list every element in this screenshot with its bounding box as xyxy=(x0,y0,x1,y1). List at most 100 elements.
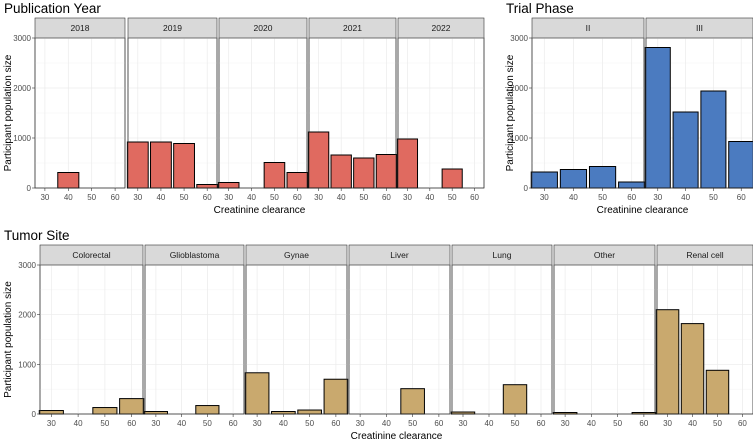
panel-border xyxy=(39,264,144,415)
panel-gynae: Gynae 30 40 50 60 xyxy=(244,244,349,428)
panel-border xyxy=(348,264,451,415)
y-tick-label: 0 xyxy=(32,410,37,419)
bar xyxy=(323,378,349,415)
x-tick-label: 60 xyxy=(127,419,136,428)
bar xyxy=(530,171,558,189)
bar xyxy=(150,141,172,189)
facet-strip-label: 2019 xyxy=(163,23,182,33)
panel-2020: 2020 30 40 50 60 xyxy=(217,17,309,202)
bar xyxy=(728,141,753,189)
facet-strip-label: Gynae xyxy=(284,250,309,260)
bar xyxy=(143,411,168,415)
x-tick-label: 30 xyxy=(224,193,233,202)
x-tick-label: 30 xyxy=(133,193,142,202)
x-tick-label: 50 xyxy=(713,419,722,428)
bar xyxy=(57,172,80,189)
x-axis-title: Creatinine clearance xyxy=(597,205,689,216)
x-tick-label: 50 xyxy=(100,419,109,428)
x-tick-label: 30 xyxy=(253,419,262,428)
bar xyxy=(126,141,149,189)
x-tick-label: 40 xyxy=(688,419,697,428)
bar xyxy=(588,166,617,189)
facet-strip-label: 2020 xyxy=(254,23,273,33)
bar xyxy=(92,407,118,415)
bar xyxy=(400,388,425,415)
y-tick-label: 0 xyxy=(524,184,529,193)
x-tick-label: 30 xyxy=(663,419,672,428)
x-tick-label: 40 xyxy=(64,193,73,202)
x-tick-label: 30 xyxy=(540,193,549,202)
x-tick-label: 50 xyxy=(87,193,96,202)
x-tick-label: 30 xyxy=(314,193,323,202)
x-tick-label: 30 xyxy=(40,193,49,202)
panel-border xyxy=(656,264,753,415)
x-tick-label: 40 xyxy=(156,193,165,202)
panel-lung: Lung 30 40 50 60 xyxy=(450,244,553,428)
facet-strip-label: III xyxy=(696,23,703,33)
x-tick-label: 40 xyxy=(485,419,494,428)
x-tick-label: 30 xyxy=(151,419,160,428)
panel-other: Other 30 40 50 60 xyxy=(552,244,657,428)
x-tick-label: 40 xyxy=(382,419,391,428)
bar xyxy=(271,411,296,415)
facet-strip-label: Lung xyxy=(493,250,512,260)
bar xyxy=(217,182,240,189)
y-tick-label: 2000 xyxy=(18,311,36,320)
panel-border xyxy=(308,37,397,189)
facet-strip-label: 2018 xyxy=(71,23,90,33)
panel-border xyxy=(531,37,645,189)
bar xyxy=(307,131,330,189)
panel-liver: Liver 30 40 50 60 xyxy=(348,244,451,428)
x-tick-label: 60 xyxy=(229,419,238,428)
facet-strip-label: Colorectal xyxy=(72,250,110,260)
panel-border xyxy=(645,37,753,189)
x-tick-label: 60 xyxy=(293,193,302,202)
x-tick-label: 50 xyxy=(709,193,718,202)
x-tick-label: 50 xyxy=(203,419,212,428)
x-tick-label: 40 xyxy=(74,419,83,428)
x-axis-title: Creatinine clearance xyxy=(351,431,443,442)
chart-title: Trial Phase xyxy=(506,1,574,16)
bar xyxy=(672,111,699,189)
bar xyxy=(705,369,730,415)
panel-border xyxy=(127,37,218,189)
x-tick-label: 40 xyxy=(569,193,578,202)
chart-title: Publication Year xyxy=(4,1,101,16)
panel-border xyxy=(34,37,126,189)
facet-strip-label: Renal cell xyxy=(686,250,723,260)
x-tick-label: 30 xyxy=(561,419,570,428)
panel-border xyxy=(144,264,245,415)
y-axis-title: Participant population size xyxy=(3,281,14,398)
x-tick-label: 40 xyxy=(337,193,346,202)
bar xyxy=(297,409,322,415)
panel-ii: II 30 40 50 60 xyxy=(530,17,646,202)
y-tick-label: 2000 xyxy=(510,84,528,93)
x-tick-label: 40 xyxy=(247,193,256,202)
y-tick-label: 1000 xyxy=(510,134,528,143)
bar xyxy=(353,157,375,189)
bar xyxy=(375,154,398,189)
x-tick-label: 50 xyxy=(598,193,607,202)
x-tick-label: 50 xyxy=(180,193,189,202)
x-tick-label: 60 xyxy=(737,193,746,202)
x-tick-label: 50 xyxy=(613,419,622,428)
x-tick-label: 60 xyxy=(331,419,340,428)
y-tick-label: 0 xyxy=(27,184,32,193)
facet-strip-label: Liver xyxy=(390,250,409,260)
bar xyxy=(119,398,145,415)
y-tick-label: 3000 xyxy=(18,261,36,270)
y-tick-label: 2000 xyxy=(13,84,31,93)
bar xyxy=(441,168,463,189)
x-tick-label: 60 xyxy=(203,193,212,202)
bar xyxy=(196,184,219,189)
y-tick-label: 1000 xyxy=(18,360,36,369)
panel-iii: III 30 40 50 60 xyxy=(644,17,753,202)
bar xyxy=(244,372,270,415)
x-tick-label: 40 xyxy=(425,193,434,202)
bar xyxy=(700,90,727,189)
x-tick-label: 30 xyxy=(47,419,56,428)
facet-strip-label: 2021 xyxy=(343,23,362,33)
chart-trial-phase: Trial Phase 0 1000 2000 3000 Participant popu… xyxy=(505,1,753,216)
y-axis-title: Participant population size xyxy=(3,54,14,171)
